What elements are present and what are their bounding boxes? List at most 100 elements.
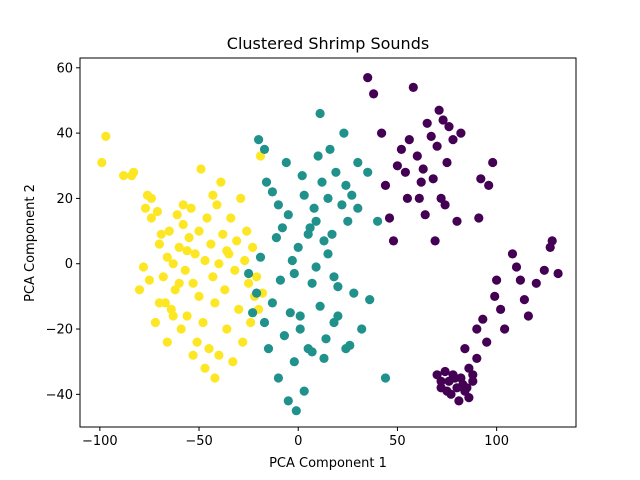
scatter-point (488, 157, 498, 168)
scatter-point (478, 314, 488, 324)
scatter-point (380, 180, 391, 190)
scatter-point (154, 239, 164, 249)
scatter-point (182, 246, 192, 256)
scatter-point (363, 167, 373, 177)
scatter-point (238, 337, 248, 347)
scatter-point (476, 174, 486, 184)
scatter-point (283, 396, 293, 406)
scatter-point (246, 317, 256, 328)
scatter-point (119, 171, 129, 181)
scatter-point (216, 177, 226, 187)
scatter-point (194, 291, 204, 301)
scatter-point (408, 82, 418, 92)
x-tick-label: 50 (389, 434, 406, 449)
scatter-point (178, 219, 188, 230)
scatter-point (442, 157, 452, 168)
scatter-point (273, 200, 283, 210)
y-tick-label: −40 (46, 388, 73, 403)
scatter-point (146, 193, 156, 203)
scatter-point (263, 344, 274, 354)
scatter-point (204, 344, 214, 354)
scatter-point (295, 324, 305, 334)
scatter-point (255, 252, 266, 262)
scatter-point (248, 308, 258, 318)
x-tick-label: 0 (294, 434, 302, 449)
scatter-point (281, 157, 291, 168)
scatter-point (388, 236, 399, 246)
scatter-point (152, 206, 162, 217)
y-tick-label: 0 (65, 257, 73, 272)
scatter-point (474, 213, 484, 223)
scatter-point (289, 268, 299, 279)
scatter-point (295, 311, 305, 321)
scatter-point (353, 157, 363, 168)
scatter-point (275, 275, 285, 285)
scatter-point (434, 105, 444, 115)
scatter-point (184, 233, 194, 243)
scatter-point (129, 167, 139, 177)
plot-points (97, 73, 563, 416)
scatter-point (492, 275, 502, 285)
scatter-point (210, 373, 220, 383)
scatter-point (228, 357, 238, 367)
scatter-point (363, 73, 373, 83)
scatter-point (240, 255, 250, 266)
scatter-point (273, 373, 283, 383)
scatter-point (331, 167, 341, 177)
scatter-point (440, 200, 450, 210)
scatter-point (200, 363, 210, 373)
scatter-point (248, 242, 258, 252)
scatter-point (299, 386, 309, 396)
scatter-point (396, 144, 406, 154)
x-tick-label: 100 (484, 434, 509, 449)
scatter-point (180, 265, 190, 275)
scatter-point (438, 115, 448, 125)
scatter-point (206, 239, 216, 249)
scatter-point (507, 249, 518, 259)
scatter-point (244, 278, 254, 288)
scatter-point (252, 272, 262, 282)
scatter-point (311, 262, 321, 272)
scatter-point (182, 311, 192, 321)
scatter-point (255, 151, 266, 161)
y-axis-label: PCA Component 2 (23, 184, 38, 302)
scatter-point (97, 157, 107, 168)
scatter-point (172, 210, 182, 220)
x-tick-label: −50 (185, 434, 212, 449)
scatter-point (174, 278, 184, 288)
scatter-point (377, 128, 387, 138)
scatter-point (456, 128, 466, 138)
scatter-point (319, 353, 329, 363)
scatter-point (515, 275, 526, 285)
scatter-point (196, 164, 206, 174)
scatter-point (402, 193, 412, 203)
scatter-point (176, 324, 186, 334)
scatter-point (323, 249, 333, 259)
scatter-point (329, 272, 339, 282)
scatter-point (101, 131, 111, 141)
scatter-point (442, 386, 452, 396)
scatter-point (472, 353, 482, 363)
scatter-point (373, 216, 383, 226)
scatter-point (303, 229, 313, 239)
scatter-point (267, 298, 277, 308)
scatter-point (454, 396, 464, 406)
scatter-point (293, 242, 303, 252)
scatter-point (194, 226, 204, 236)
scatter-point (420, 210, 430, 220)
scatter-point (230, 265, 240, 275)
scatter-point (234, 304, 244, 314)
scatter-point (134, 285, 145, 295)
scatter-point (456, 373, 466, 383)
scatter-point (357, 324, 367, 334)
scatter-point (347, 190, 357, 200)
scatter-point (317, 177, 327, 187)
scatter-point (523, 311, 534, 321)
scatter-point (464, 393, 474, 403)
y-axis-ticks: −40 −20 0 20 40 60 (46, 61, 80, 403)
scatter-point (315, 301, 325, 311)
scatter-point (222, 246, 232, 256)
scatter-point (418, 164, 428, 174)
scatter-point (162, 337, 172, 347)
scatter-point (287, 255, 297, 266)
